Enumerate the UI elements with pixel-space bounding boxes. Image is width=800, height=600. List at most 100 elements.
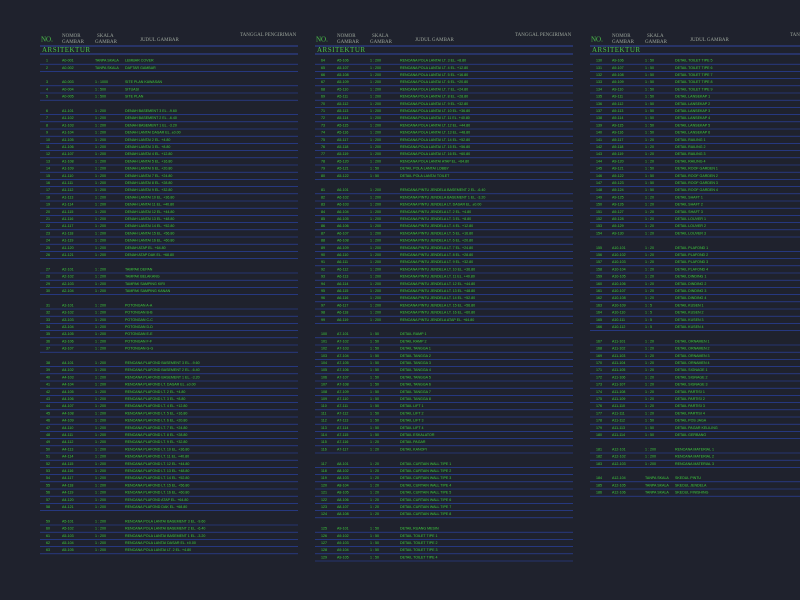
drawing-scale: 1 : 50 xyxy=(645,109,654,113)
drawing-title: DETAIL LOUVER 2 xyxy=(675,224,706,228)
drawing-title: RENCANA PLAFOND LT. 7 EL. +24.80 xyxy=(125,426,187,430)
drawing-title: SITE PLAN xyxy=(125,95,144,99)
drawing-title: RENCANA POLA LANTAI LT. 12 EL. +44.80 xyxy=(400,123,470,127)
drawing-code: A4-108 xyxy=(62,411,74,415)
drawing-title: DETAIL LANSEKAP 3 xyxy=(675,109,710,113)
drawing-code: A5-117 xyxy=(337,138,348,142)
row-no: 63 xyxy=(46,548,50,552)
drawing-scale: 1 : 20 xyxy=(645,260,654,264)
drawing-scale: TANPA SKALA xyxy=(645,483,669,487)
drawing-title: DETAIL PLAFOND 1 xyxy=(675,246,708,250)
drawing-scale: 1 : 200 xyxy=(95,152,106,156)
drawing-code: A7-105 xyxy=(337,361,349,365)
row-no: 97 xyxy=(321,303,325,307)
row-no: 66 xyxy=(321,73,325,77)
drawing-scale: 1 : 200 xyxy=(95,440,106,444)
row-no: 31 xyxy=(46,303,50,307)
drawing-code: A12-103 xyxy=(612,462,626,466)
drawing-scale: 1 : 20 xyxy=(645,195,654,199)
drawing-title: DETAIL RAMP 1 xyxy=(400,332,427,336)
drawing-scale: 1 : 200 xyxy=(370,253,381,257)
row-no: 94 xyxy=(321,282,325,286)
drawing-title: DETAIL SIGNAGE 2 xyxy=(675,375,708,379)
drawing-scale: 1 : 20 xyxy=(645,375,654,379)
drawing-code: A11-113 xyxy=(612,426,625,430)
row-no: 36 xyxy=(46,339,50,343)
drawing-code: A6-116 xyxy=(337,296,348,300)
drawing-title: LEMBAR COVER xyxy=(125,59,154,63)
drawing-scale: 1 : 20 xyxy=(645,253,654,257)
drawing-scale: 1 : 200 xyxy=(370,116,381,120)
drawing-scale: 1 : 200 xyxy=(370,217,381,221)
row-no: 6 xyxy=(46,109,48,113)
row-no: 118 xyxy=(321,469,327,473)
drawing-code: A0-005 xyxy=(62,95,74,99)
row-no: 47 xyxy=(46,426,50,430)
row-no: 127 xyxy=(321,541,327,545)
drawing-scale: 1 : 5 xyxy=(645,303,652,307)
row-no: 3 xyxy=(46,80,48,84)
drawing-title: RENCANA PINTU JENDELA ATAP EL. +64.80 xyxy=(400,318,474,322)
row-no: 152 xyxy=(596,217,602,221)
row-no: 22 xyxy=(46,224,50,228)
row-no: 91 xyxy=(321,260,325,264)
row-no: 121 xyxy=(321,491,327,495)
drawing-code: A10-104 xyxy=(612,267,626,271)
row-no: 2 xyxy=(46,66,48,70)
row-no: 43 xyxy=(46,397,50,401)
drawing-code: A11-114 xyxy=(612,433,625,437)
drawing-code: A10-102 xyxy=(612,253,626,257)
drawing-scale: 1 : 200 xyxy=(370,73,381,77)
row-no: 40 xyxy=(46,375,50,379)
row-no: 147 xyxy=(596,181,602,185)
drawing-code: A1-113 xyxy=(62,195,73,199)
drawing-code: A5-115 xyxy=(337,123,348,127)
drawing-scale: 1 : 200 xyxy=(370,123,381,127)
drawing-scale: 1 : 20 xyxy=(645,159,654,163)
row-no: 109 xyxy=(321,397,327,401)
drawing-code: A12-106 xyxy=(612,491,626,495)
row-no: 145 xyxy=(596,167,602,171)
drawing-title: RENCANA PLAFOND LT. 8 EL. +28.80 xyxy=(125,433,187,437)
row-no: 167 xyxy=(596,339,602,343)
drawing-scale: 1 : 200 xyxy=(95,548,106,552)
row-no: 85 xyxy=(321,217,325,221)
drawing-scale: 1 : 200 xyxy=(370,203,381,207)
drawing-scale: 1 : 50 xyxy=(370,361,379,365)
row-no: 129 xyxy=(321,555,327,559)
row-no: 113 xyxy=(321,426,327,430)
drawing-code: A9-104 xyxy=(337,548,349,552)
drawing-code: A9-110 xyxy=(612,87,623,91)
drawing-code: A5-111 xyxy=(337,95,348,99)
drawing-code: A6-103 xyxy=(337,203,349,207)
drawing-title: RENCANA PINTU JENDELA LT. 8 EL. +28.80 xyxy=(400,253,473,257)
drawing-code: A1-108 xyxy=(62,159,74,163)
header-no: NO. xyxy=(41,36,53,44)
row-no: 105 xyxy=(321,368,327,372)
row-no: 60 xyxy=(46,527,50,531)
drawing-title: DETAIL CURTAIN WALL TIPE 6 xyxy=(400,498,451,502)
drawing-title: SKEDUL JENDELA xyxy=(675,483,707,487)
drawing-code: A10-106 xyxy=(612,282,626,286)
drawing-title: DENAH LANTAI DASAR EL. ±0.00 xyxy=(125,131,181,135)
row-no: 86 xyxy=(321,224,325,228)
drawing-code: A7-107 xyxy=(337,375,349,379)
drawing-code: A11-112 xyxy=(612,419,625,423)
drawing-title: DETAIL RUANG MESIN xyxy=(400,527,439,531)
drawing-code: A10-101 xyxy=(612,246,626,250)
drawing-title: DETAIL PAGAR xyxy=(400,440,426,444)
drawing-scale: 1 : 20 xyxy=(370,447,379,451)
drawing-code: A7-101 xyxy=(337,332,349,336)
drawing-title: DETAIL RAMP 2 xyxy=(400,339,427,343)
drawing-scale: 1 : 200 xyxy=(95,311,106,315)
drawing-code: A8-107 xyxy=(337,505,349,509)
drawing-scale: 1 : 200 xyxy=(645,455,656,459)
drawing-title: RENCANA POLA LANTAI ATAP EL. +64.80 xyxy=(400,159,469,163)
drawing-title: RENCANA PLAFOND LT. 5 EL. +16.80 xyxy=(125,411,187,415)
drawing-code: A9-118 xyxy=(612,145,623,149)
drawing-scale: 1 : 50 xyxy=(645,167,654,171)
drawing-code: A6-107 xyxy=(337,231,349,235)
drawing-code: A5-108 xyxy=(337,73,349,77)
drawing-title: RENCANA POLA LANTAI LT. 13 EL. +48.80 xyxy=(400,131,470,135)
drawing-scale: 1 : 50 xyxy=(370,555,379,559)
